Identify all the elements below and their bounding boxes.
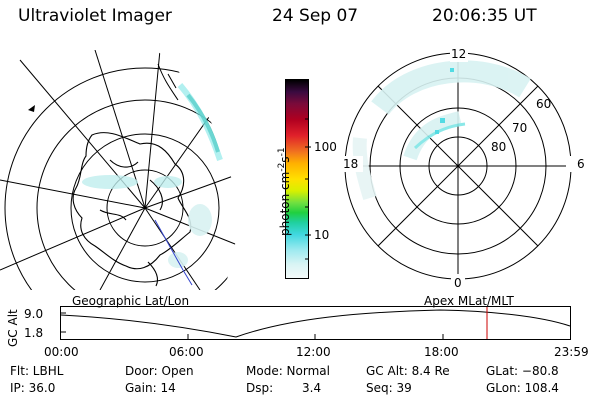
mlt-label-0: 0 (454, 276, 462, 290)
meridian-line (144, 50, 161, 209)
lat-circle (4, 67, 238, 290)
right-map-label: Apex MLat/MLT (424, 294, 514, 308)
coastline (157, 63, 179, 101)
unit-exp2: -1 (277, 147, 287, 157)
lat-label-70: 70 (512, 121, 528, 135)
ip-info: IP: 36.0 (10, 381, 56, 395)
mlt-line-diag (377, 85, 539, 247)
meridian-line (0, 207, 146, 271)
track-line (154, 219, 184, 271)
colorbar-ticks (305, 118, 311, 260)
dsp-value: 3.4 (302, 381, 322, 395)
glat-info: GLat: −80.8 (486, 364, 559, 378)
lat-label-60: 60 (536, 97, 552, 111)
mlt-label-18: 18 (343, 157, 359, 171)
left-map-label: Geographic Lat/Lon (72, 294, 190, 308)
altitude-curve (60, 309, 571, 338)
alt-xtick-0600: 06:00 (169, 345, 204, 359)
dsp-label: Dsp: (246, 381, 274, 395)
gc-alt-info: GC Alt: 8.4 Re (366, 364, 450, 378)
mode-info: Mode: Normal (246, 364, 330, 378)
lat-circle (70, 133, 220, 283)
coastline (147, 261, 159, 287)
track-line (182, 269, 193, 286)
alt-ytick-bottom: 1.8 (24, 326, 44, 340)
aurora-oval (352, 60, 531, 201)
lat-circle (106, 169, 184, 247)
colorbar-tick-10: 10 (314, 228, 330, 242)
meridian-line (0, 179, 146, 209)
mlt-polar-map (341, 48, 580, 290)
geographic-map (0, 50, 238, 290)
lat-circle (36, 99, 238, 290)
meridian-line (99, 207, 146, 290)
glon-info: GLon: 108.4 (486, 381, 559, 395)
mlt-label-12: 12 (451, 47, 467, 61)
unit-mid: s (278, 156, 292, 163)
time-label: 20:06:35 UT (432, 6, 537, 26)
map-marker-arrow (28, 105, 35, 112)
door-info: Door: Open (125, 364, 194, 378)
meridian-line (144, 169, 238, 209)
alt-xtick-1200: 12:00 (296, 345, 331, 359)
coastline (72, 132, 192, 270)
unit-prefix: photon cm (278, 171, 292, 236)
colorbar-tick-100: 100 (314, 140, 337, 154)
alt-ylabel: GC Alt (6, 309, 20, 347)
lat-label-80: 80 (491, 140, 507, 154)
mlt-label-6: 6 (577, 157, 585, 171)
instrument-title: Ultraviolet Imager (18, 6, 172, 26)
alt-xtick-2359: 23:59 (554, 345, 589, 359)
aurora-emission (82, 83, 223, 268)
altitude-plot (60, 306, 571, 340)
meridian-line (144, 207, 201, 290)
unit-exp1: -2 (277, 162, 287, 172)
gain-info: Gain: 14 (125, 381, 176, 395)
coastline (99, 159, 163, 221)
alt-xtick-0000: 00:00 (44, 345, 79, 359)
alt-ytick-top: 9.0 (24, 307, 44, 321)
seq-info: Seq: 39 (366, 381, 412, 395)
colorbar-unit-label: photon cm-2s-1 (277, 147, 292, 236)
date-label: 24 Sep 07 (272, 6, 359, 26)
alt-xtick-1800: 18:00 (424, 345, 459, 359)
flt-info: Flt: LBHL (10, 364, 64, 378)
